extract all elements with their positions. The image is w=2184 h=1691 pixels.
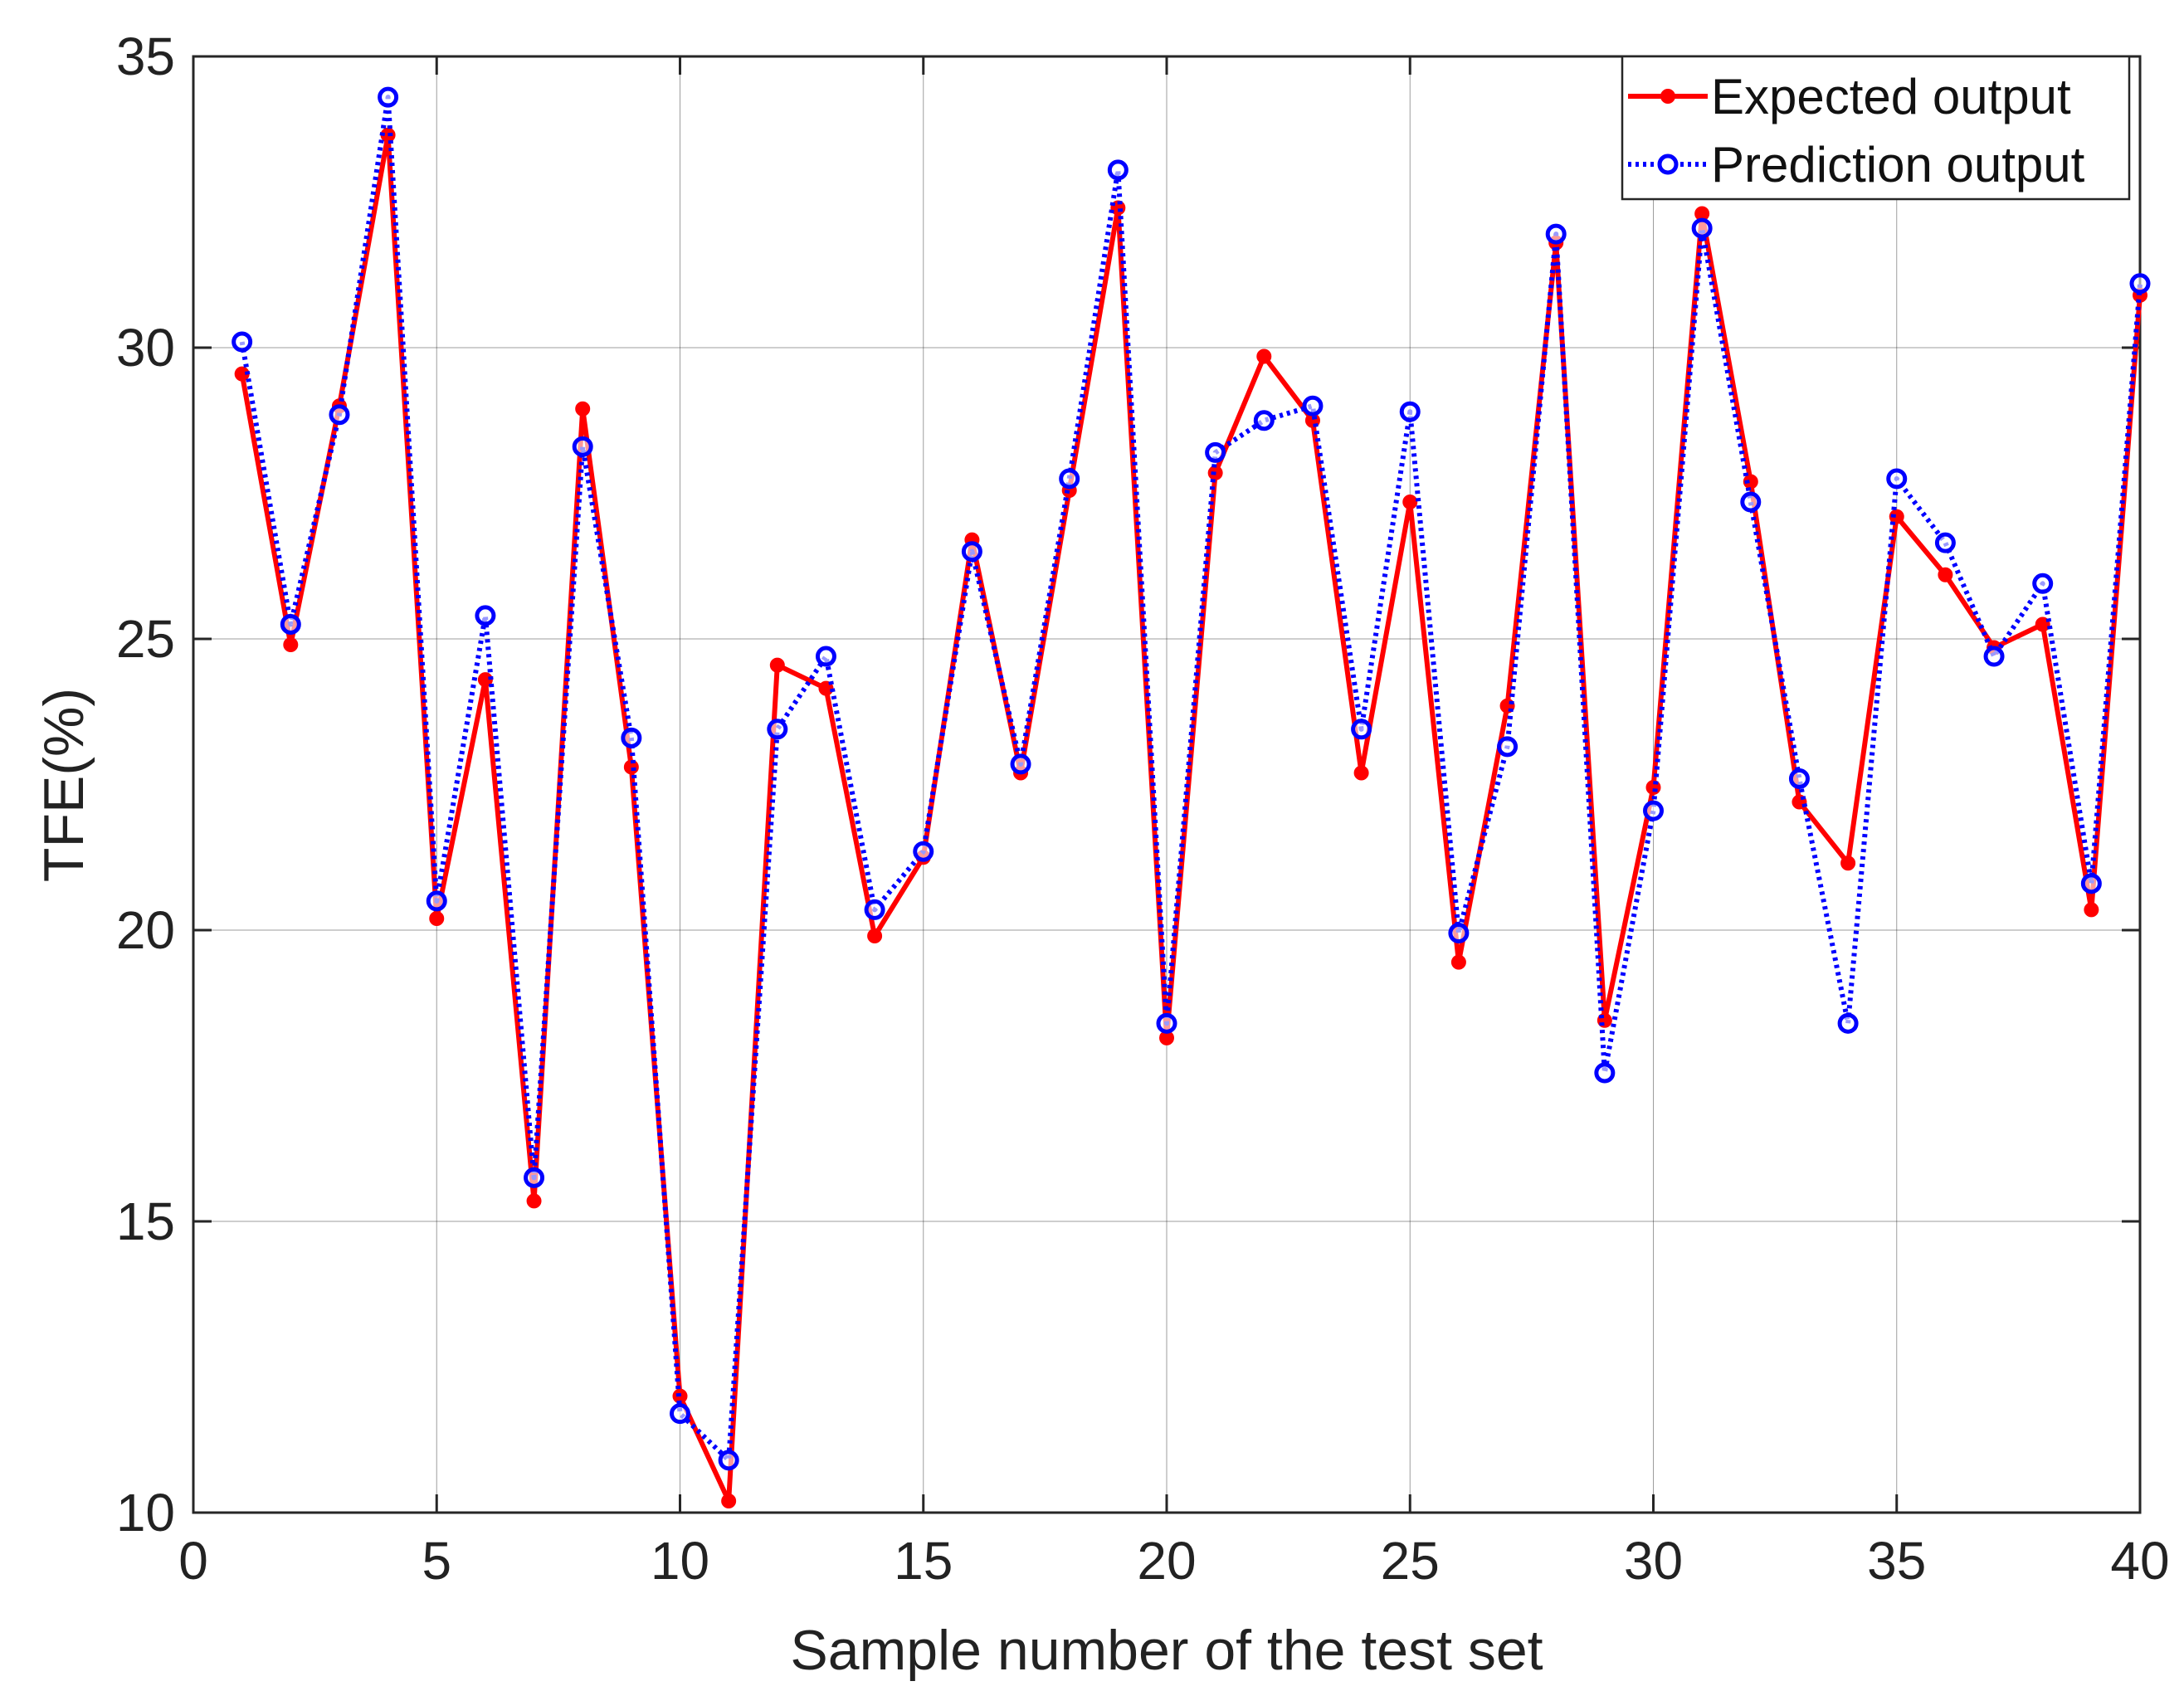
- data-point: [378, 86, 399, 108]
- data-point: [572, 436, 593, 457]
- data-point: [1886, 468, 1908, 490]
- legend-marker-expected: [1660, 89, 1675, 104]
- data-point: [329, 404, 350, 426]
- legend: Expected output Prediction output: [1621, 55, 2131, 201]
- data-point: [1205, 441, 1226, 463]
- data-point: [1740, 491, 1762, 513]
- data-point: [232, 331, 253, 353]
- data-point: [1351, 719, 1372, 740]
- x-tick-labels: 0 5 10 15 20 25 30 35 40: [178, 1531, 2169, 1591]
- data-point: [1594, 1062, 1616, 1084]
- data-point: [1691, 217, 1713, 239]
- data-point: [1837, 1012, 1859, 1034]
- data-point: [2084, 902, 2099, 918]
- data-point: [1353, 765, 1369, 781]
- data-point: [283, 637, 299, 653]
- legend-label-expected: Expected output: [1711, 69, 2071, 124]
- data-point: [864, 899, 885, 920]
- data-series: [232, 86, 2151, 1508]
- x-tick-label: 5: [422, 1531, 451, 1591]
- y-tick-label: 25: [116, 609, 175, 669]
- legend-marker-prediction: [1657, 154, 1679, 175]
- data-point: [575, 401, 591, 417]
- x-tick-label: 40: [2110, 1531, 2169, 1591]
- x-axis-title: Sample number of the test set: [790, 1619, 1543, 1682]
- data-point: [1934, 532, 1956, 553]
- axis-ticks: [192, 55, 2142, 1514]
- series-line: [239, 95, 2143, 1463]
- data-point: [1889, 509, 1904, 524]
- data-point: [1256, 348, 1272, 364]
- y-tick-label: 20: [116, 900, 175, 960]
- data-point: [769, 657, 785, 673]
- data-point: [621, 727, 642, 748]
- data-point: [429, 910, 445, 926]
- data-point: [1448, 923, 1470, 944]
- data-point: [815, 646, 836, 667]
- data-point: [1156, 1012, 1177, 1034]
- series-prediction-output: [232, 86, 2151, 1471]
- y-tick-label: 35: [116, 27, 175, 86]
- x-tick-label: 30: [1624, 1531, 1683, 1591]
- data-point: [475, 605, 496, 626]
- x-tick-label: 0: [178, 1531, 208, 1591]
- data-point: [961, 541, 982, 563]
- y-axis-title: TFE(%): [32, 688, 95, 882]
- data-point: [767, 719, 788, 740]
- data-point: [1253, 410, 1275, 431]
- y-tick-label: 15: [116, 1191, 175, 1251]
- data-point: [280, 613, 301, 635]
- data-point: [2035, 616, 2050, 632]
- x-tick-label: 20: [1137, 1531, 1196, 1591]
- y-tick-label: 30: [116, 318, 175, 378]
- data-point: [718, 1450, 739, 1471]
- data-point: [1450, 954, 1466, 970]
- y-tick-labels: 10 15 20 25 30 35: [116, 27, 175, 1542]
- data-point: [1107, 159, 1129, 181]
- data-point: [1497, 736, 1519, 758]
- data-point: [818, 680, 834, 696]
- data-point: [1399, 401, 1421, 422]
- data-point: [1059, 468, 1080, 490]
- data-point: [1402, 495, 1418, 510]
- data-point: [426, 890, 447, 912]
- data-point: [1938, 567, 1953, 582]
- x-tick-label: 25: [1381, 1531, 1440, 1591]
- data-point: [1302, 395, 1324, 417]
- data-point: [2080, 873, 2102, 894]
- data-point: [1643, 800, 1664, 821]
- data-point: [1010, 753, 1031, 775]
- legend-label-prediction: Prediction output: [1711, 137, 2085, 192]
- data-point: [1840, 855, 1856, 871]
- data-point: [1983, 646, 2005, 667]
- data-point: [477, 672, 493, 688]
- x-tick-label: 35: [1867, 1531, 1926, 1591]
- x-tick-label: 15: [894, 1531, 953, 1591]
- data-point: [1545, 223, 1567, 245]
- data-point: [2129, 273, 2151, 295]
- data-point: [913, 841, 934, 862]
- data-point: [524, 1167, 545, 1188]
- data-point: [867, 928, 883, 944]
- legend-box: [1621, 55, 2131, 201]
- data-point: [526, 1193, 542, 1209]
- data-point: [1788, 768, 1810, 789]
- data-point: [2032, 573, 2054, 594]
- data-point: [670, 1403, 690, 1425]
- data-point: [721, 1493, 737, 1508]
- x-tick-label: 10: [651, 1531, 709, 1591]
- y-tick-label: 10: [116, 1483, 175, 1542]
